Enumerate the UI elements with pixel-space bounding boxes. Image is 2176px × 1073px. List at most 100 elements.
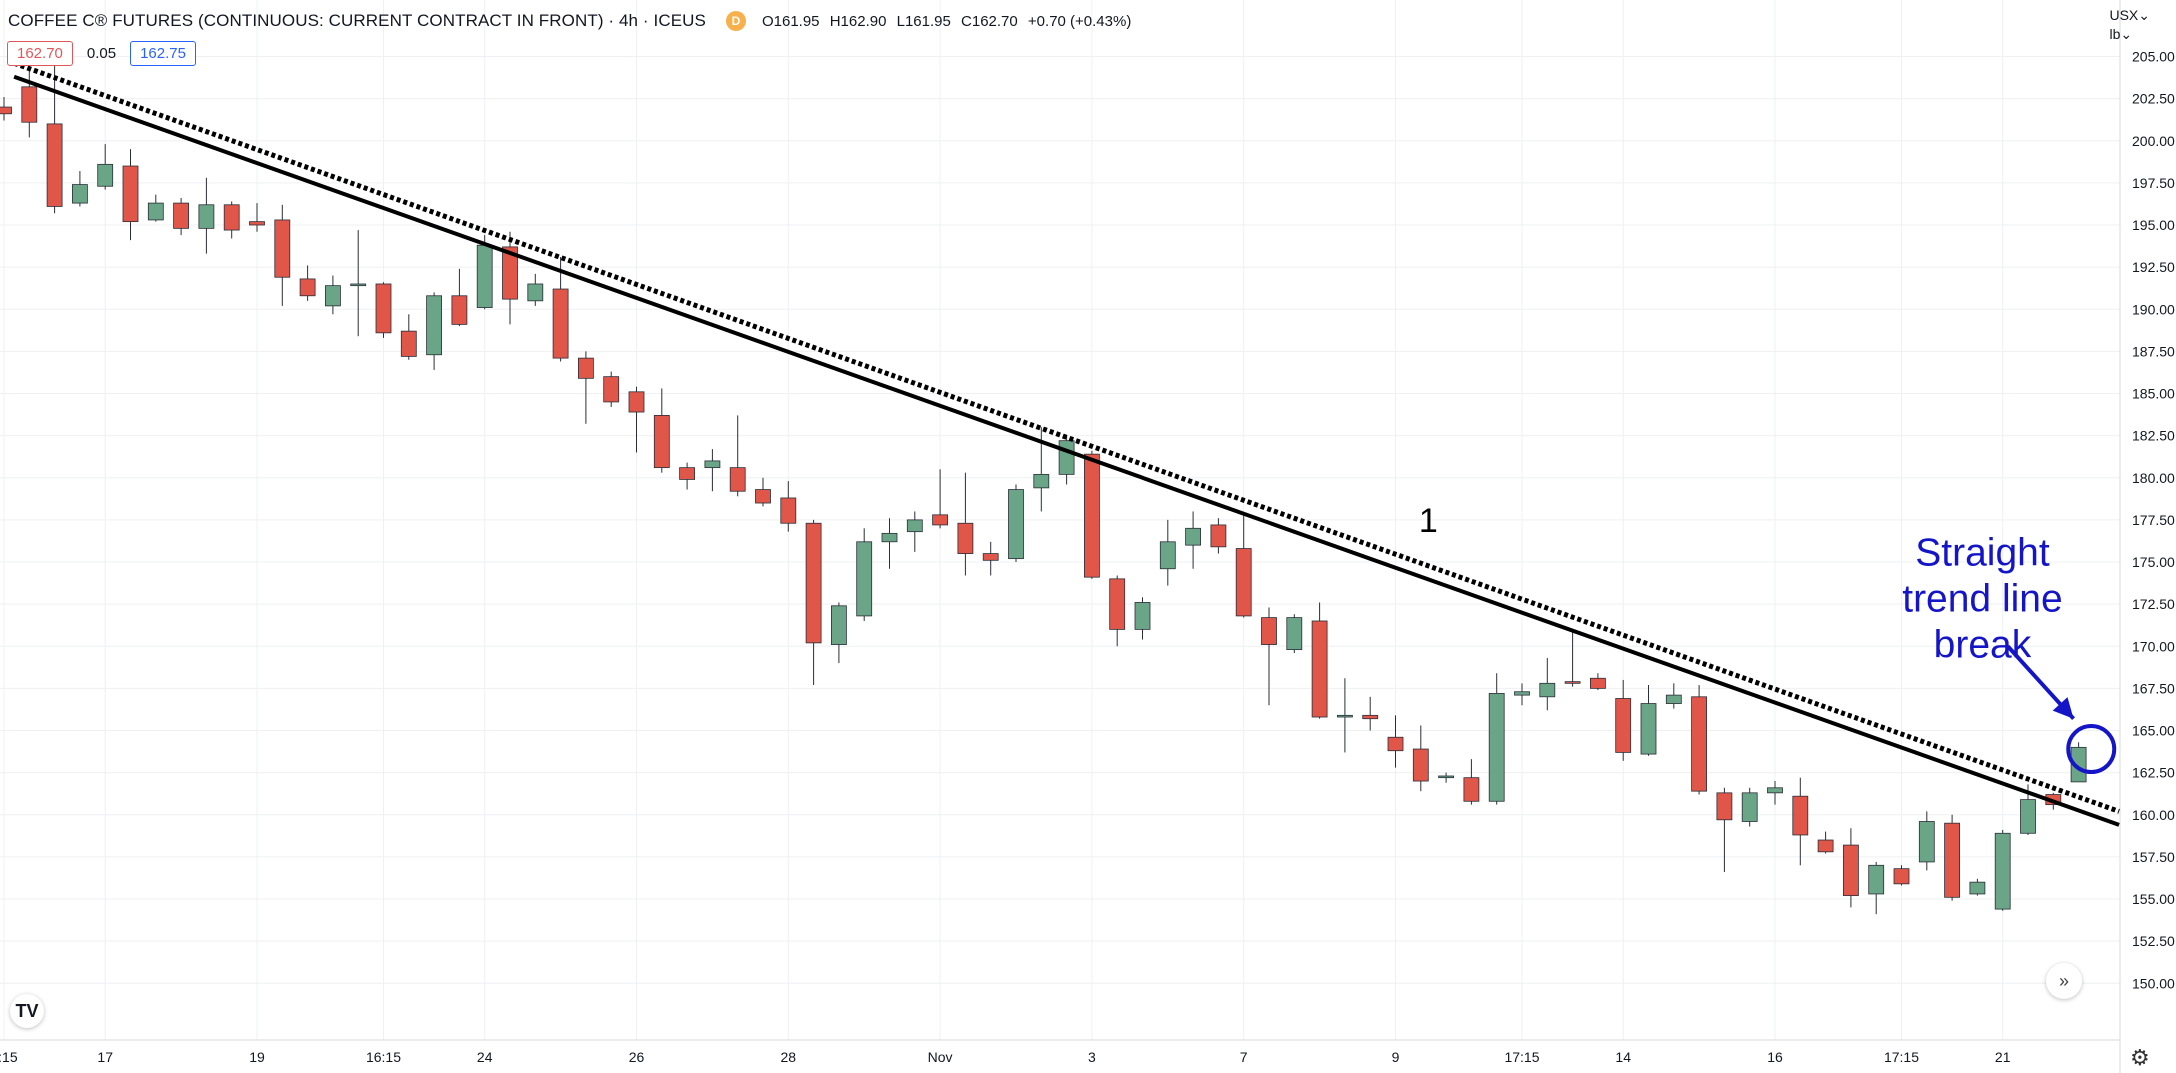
candle-down	[729, 467, 746, 492]
candle-up	[1033, 473, 1050, 489]
candle-down	[932, 514, 948, 526]
price-tick-label: 157.50	[2132, 849, 2175, 865]
annotation-label: break	[1934, 623, 2032, 666]
candle-up	[1994, 832, 2011, 910]
candle-down	[21, 86, 38, 123]
currency-unit[interactable]: USX⌄	[2109, 7, 2150, 23]
candle-up	[1134, 602, 1151, 630]
measure-unit[interactable]: lb⌄	[2109, 26, 2133, 42]
annotation-label: 1	[1419, 502, 1438, 540]
symbol-title[interactable]: COFFEE C® FUTURES (CONTINUOUS: CURRENT C…	[8, 11, 706, 30]
price-tick-label: 175.00	[2132, 554, 2175, 570]
candle-down	[1109, 578, 1126, 630]
tradingview-logo-icon[interactable]: TV	[10, 994, 44, 1028]
candle-up	[1337, 714, 1353, 718]
price-tick-label: 195.00	[2132, 217, 2175, 233]
time-tick-label: 17:15	[1884, 1049, 1919, 1065]
candle-down	[173, 202, 190, 229]
candle-up	[1918, 821, 1935, 863]
candle-down	[299, 278, 316, 297]
time-tick-label: Nov	[928, 1049, 953, 1065]
ohlc-low-label: L	[896, 12, 905, 30]
candle-down	[957, 522, 974, 554]
buy-price-button[interactable]: 162.75	[130, 40, 196, 66]
candle-up	[198, 204, 215, 229]
candle-up	[1868, 864, 1885, 895]
unit-selector[interactable]: USX⌄ lb⌄	[2109, 6, 2150, 44]
price-tick-label: 170.00	[2132, 638, 2175, 654]
candle-down	[1412, 748, 1429, 782]
symbol-header[interactable]: COFFEE C® FUTURES (CONTINUOUS: CURRENT C…	[8, 10, 1131, 32]
candle-up	[72, 184, 88, 204]
candle-down	[1944, 822, 1960, 898]
trendline-dotted	[13, 60, 2120, 814]
time-tick-label: 24	[477, 1049, 493, 1065]
annotation-label: Straight	[1915, 531, 2050, 574]
ohlc-change: +0.70 (+0.43%)	[1027, 12, 1132, 30]
candle-up	[1058, 440, 1075, 475]
candle-down	[451, 295, 468, 325]
candle-up	[1969, 881, 1986, 895]
ohlc-open-value: 161.95	[773, 12, 820, 30]
candle-down	[1261, 617, 1277, 645]
time-tick-label: 9	[1392, 1049, 1400, 1065]
candle-down	[46, 123, 63, 207]
candle-down	[1792, 795, 1809, 836]
price-tick-label: 185.00	[2132, 386, 2175, 402]
ohlc-high-label: H	[829, 12, 841, 30]
ohlc-close-label: C	[961, 12, 972, 30]
candle-down	[1716, 792, 1733, 821]
candle-up	[1159, 541, 1176, 570]
price-tick-label: 187.50	[2132, 343, 2175, 359]
candle-up	[906, 519, 923, 533]
annotation-label: trend line	[1902, 577, 2062, 620]
candle-up	[1741, 792, 1758, 822]
price-tick-label: 165.00	[2132, 723, 2175, 739]
candle-down	[249, 221, 265, 226]
chevron-down-icon: ⌄	[2120, 26, 2133, 42]
candle-down	[780, 497, 797, 524]
candle-up	[704, 460, 721, 469]
candle-up	[350, 283, 367, 287]
candle-down	[1590, 677, 1606, 689]
candle-down	[1564, 681, 1581, 684]
candle-down	[1691, 696, 1707, 792]
candle-down	[755, 489, 771, 504]
candle-up	[1008, 489, 1024, 560]
price-tick-label: 162.50	[2132, 765, 2175, 781]
price-tick-label: 202.50	[2132, 91, 2175, 107]
candle-down	[653, 415, 670, 469]
candle-down	[1817, 839, 1834, 853]
candle-down	[1362, 714, 1379, 720]
delayed-badge[interactable]: D	[725, 11, 746, 31]
candle-up	[1640, 703, 1657, 755]
candle-up	[97, 163, 114, 187]
price-tick-label: 190.00	[2132, 301, 2175, 317]
time-tick-label: 16	[1767, 1049, 1783, 1065]
candle-up	[1185, 527, 1201, 546]
price-tick-label: 197.50	[2132, 175, 2175, 191]
candle-up	[2020, 799, 2036, 834]
candle-down	[578, 357, 594, 379]
candle-down	[1843, 844, 1859, 897]
scroll-to-realtime-icon[interactable]: »	[2046, 963, 2082, 999]
time-tick-label: 19	[249, 1049, 265, 1065]
annotation-circle	[2066, 724, 2117, 775]
candle-up	[1514, 691, 1530, 696]
candle-down	[1084, 453, 1100, 578]
candle-up	[881, 532, 898, 543]
sell-price-button[interactable]: 162.70	[7, 40, 73, 66]
candle-up	[426, 295, 443, 356]
candle-down	[1615, 698, 1632, 753]
price-tick-label: 192.50	[2132, 259, 2175, 275]
price-tick-label: 160.00	[2132, 807, 2175, 823]
time-tick-label: 3	[1088, 1049, 1096, 1065]
gear-icon[interactable]: ⚙	[2130, 1045, 2150, 1070]
candle-up	[1539, 682, 1556, 698]
price-tick-label: 205.00	[2132, 49, 2175, 65]
candle-up	[324, 285, 341, 307]
time-tick-label: 28	[781, 1049, 797, 1065]
ohlc-readout: O161.95 H162.90 L161.95 C162.70 +0.70 (+…	[762, 13, 1131, 30]
